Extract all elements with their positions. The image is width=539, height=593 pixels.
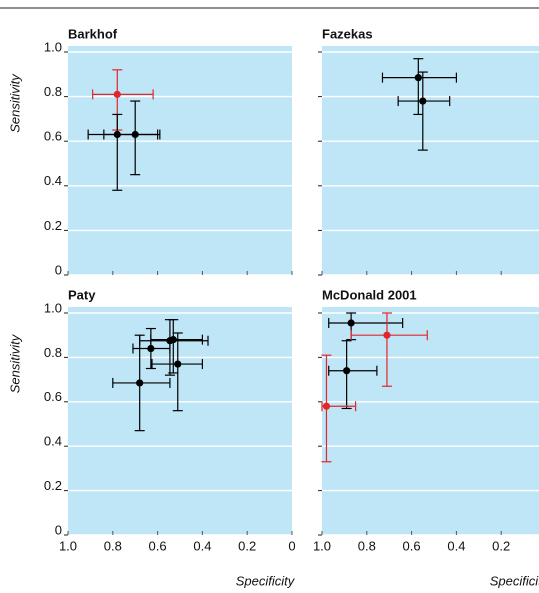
panel-title: Paty: [68, 287, 96, 302]
y-tick-label: 0: [55, 522, 62, 537]
y-tick-label: 1.0: [44, 300, 62, 315]
y-tick-label: 0.2: [44, 218, 62, 233]
panel-title: Barkhof: [68, 26, 118, 41]
x-tick-label: 0.2: [238, 538, 256, 553]
point: [147, 344, 155, 353]
panel-title: McDonald 2001: [322, 287, 417, 302]
y-tick-label: 0.2: [44, 478, 62, 493]
x-tick-label: 0.4: [193, 538, 211, 553]
x-axis-label: Specificity: [236, 573, 296, 588]
x-tick-label: 0: [288, 538, 295, 553]
x-tick-label: 0.2: [492, 538, 510, 553]
point: [136, 379, 144, 387]
x-tick-label: 0.6: [403, 538, 421, 553]
point: [322, 402, 331, 410]
x-tick-label: 0.8: [104, 538, 122, 553]
point: [174, 360, 182, 368]
y-tick-label: 0.4: [44, 434, 62, 449]
x-axis-label: Specificity: [490, 573, 539, 588]
x-tick-label: 1.0: [313, 538, 331, 553]
plot-area: [68, 307, 292, 535]
plot-area: [68, 46, 292, 275]
x-tick-label: 0.8: [358, 538, 376, 553]
y-tick-label: 0.6: [44, 389, 62, 404]
x-tick-label: 0.6: [149, 538, 167, 553]
point: [419, 97, 427, 105]
point: [113, 90, 121, 98]
point: [343, 367, 351, 375]
plot-area: [322, 46, 539, 275]
point: [414, 74, 422, 82]
y-tick-label: 0.4: [44, 173, 62, 188]
y-axis-label: Sensitivity: [7, 333, 22, 393]
plot-area: [322, 307, 539, 535]
y-tick-label: 1.0: [44, 39, 62, 54]
y-axis-label: Sensitivity: [7, 73, 22, 133]
point: [131, 130, 139, 139]
y-tick-label: 0.8: [44, 345, 62, 360]
point: [347, 319, 355, 327]
y-tick-label: 0: [55, 262, 62, 277]
y-tick-label: 0.6: [44, 129, 62, 144]
panel-title: Fazekas: [322, 26, 373, 41]
x-tick-label: 1.0: [59, 538, 77, 553]
point: [383, 331, 391, 339]
y-tick-label: 0.8: [44, 84, 62, 99]
x-tick-label: 0.4: [447, 538, 465, 553]
point: [169, 336, 177, 344]
